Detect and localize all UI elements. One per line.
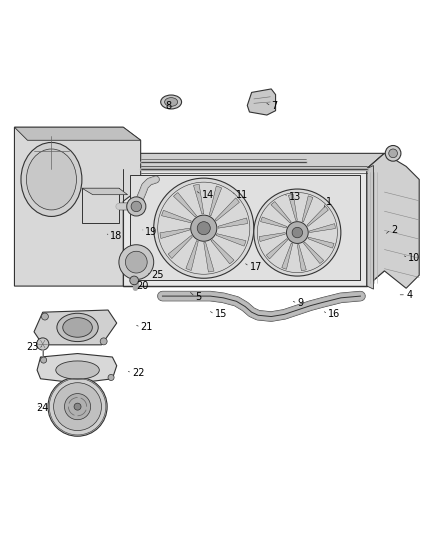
Polygon shape <box>162 211 191 223</box>
Text: 24: 24 <box>36 403 49 413</box>
Text: 1: 1 <box>325 197 332 207</box>
Polygon shape <box>123 154 385 168</box>
Polygon shape <box>34 310 117 345</box>
Circle shape <box>286 222 308 244</box>
Polygon shape <box>204 243 214 272</box>
Circle shape <box>37 338 49 350</box>
Circle shape <box>130 276 138 285</box>
Polygon shape <box>209 186 222 216</box>
Circle shape <box>119 245 154 279</box>
Polygon shape <box>367 154 419 288</box>
Polygon shape <box>130 175 360 279</box>
Text: 22: 22 <box>132 368 145 378</box>
Circle shape <box>389 149 397 158</box>
Polygon shape <box>216 233 246 246</box>
Polygon shape <box>304 242 324 263</box>
Polygon shape <box>123 168 367 286</box>
Polygon shape <box>261 217 287 228</box>
Text: 7: 7 <box>271 101 278 111</box>
Circle shape <box>53 383 102 431</box>
Text: 10: 10 <box>408 253 420 263</box>
Polygon shape <box>14 127 141 286</box>
Text: 15: 15 <box>215 309 227 319</box>
Text: 9: 9 <box>297 298 304 309</box>
Ellipse shape <box>56 361 99 379</box>
Polygon shape <box>247 89 276 115</box>
Polygon shape <box>215 198 240 221</box>
Ellipse shape <box>161 95 182 109</box>
Ellipse shape <box>21 142 82 216</box>
Circle shape <box>131 201 141 212</box>
Circle shape <box>125 251 147 273</box>
Text: 19: 19 <box>145 227 157 237</box>
Text: 11: 11 <box>237 190 249 200</box>
Polygon shape <box>307 206 328 227</box>
Text: 16: 16 <box>328 309 340 319</box>
Circle shape <box>100 338 107 345</box>
Polygon shape <box>266 239 288 259</box>
Text: 2: 2 <box>391 224 397 235</box>
Polygon shape <box>308 237 334 248</box>
Text: 23: 23 <box>26 342 39 352</box>
Ellipse shape <box>63 318 92 337</box>
Circle shape <box>385 146 401 161</box>
Circle shape <box>197 222 210 235</box>
Circle shape <box>42 313 48 320</box>
Circle shape <box>254 189 341 276</box>
Polygon shape <box>37 353 117 383</box>
Polygon shape <box>82 188 119 223</box>
Polygon shape <box>259 232 285 241</box>
Text: 25: 25 <box>152 270 164 280</box>
Polygon shape <box>160 228 190 238</box>
Polygon shape <box>82 188 127 195</box>
Ellipse shape <box>57 313 98 342</box>
Polygon shape <box>288 195 297 221</box>
Text: 20: 20 <box>136 281 148 291</box>
Polygon shape <box>282 243 293 269</box>
Ellipse shape <box>165 98 178 107</box>
Text: 4: 4 <box>406 290 412 300</box>
Polygon shape <box>173 192 197 217</box>
Circle shape <box>108 375 114 381</box>
Text: 8: 8 <box>165 101 171 111</box>
Text: 18: 18 <box>110 231 123 241</box>
Circle shape <box>74 403 81 410</box>
Polygon shape <box>218 218 247 228</box>
Circle shape <box>191 215 217 241</box>
Text: 17: 17 <box>250 262 262 271</box>
Polygon shape <box>302 196 313 222</box>
Polygon shape <box>271 201 291 223</box>
Polygon shape <box>14 127 141 140</box>
Circle shape <box>64 393 91 419</box>
Polygon shape <box>367 154 385 286</box>
Polygon shape <box>297 245 306 271</box>
Circle shape <box>41 357 47 363</box>
Polygon shape <box>130 175 360 279</box>
Circle shape <box>48 377 107 436</box>
Circle shape <box>292 228 303 238</box>
Text: 13: 13 <box>289 192 301 202</box>
Polygon shape <box>194 184 204 214</box>
Circle shape <box>154 178 254 278</box>
Polygon shape <box>168 236 192 259</box>
Ellipse shape <box>26 149 77 210</box>
Text: 14: 14 <box>201 190 214 200</box>
Circle shape <box>127 197 146 216</box>
Polygon shape <box>186 240 198 270</box>
Polygon shape <box>309 224 336 232</box>
Text: 21: 21 <box>141 322 153 333</box>
Polygon shape <box>367 166 374 289</box>
Text: 5: 5 <box>195 292 201 302</box>
Polygon shape <box>211 240 234 264</box>
